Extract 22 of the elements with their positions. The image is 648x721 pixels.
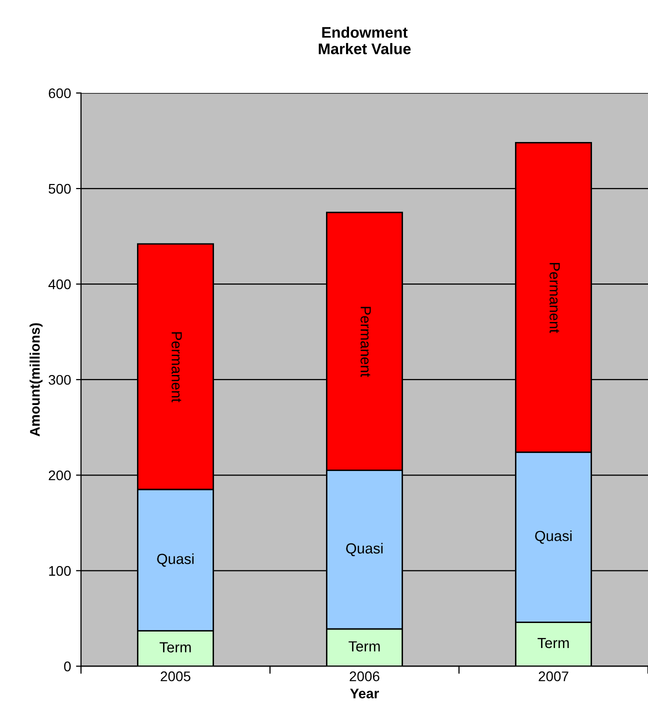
x-tick-label: 2006 <box>350 671 380 682</box>
text: Permanent <box>172 332 182 402</box>
y-tick-label: 600 <box>48 88 71 98</box>
series-label: Permanent <box>550 262 560 334</box>
y-tick-label: 100 <box>49 566 71 576</box>
text: Term <box>538 638 569 648</box>
y-tick-label: 200 <box>48 470 71 480</box>
chart-title: Endowment Market Value <box>318 26 411 54</box>
series-label: Quasi <box>535 530 572 544</box>
x-tick-label: 2007 <box>538 671 568 682</box>
text: Permanent <box>360 306 371 377</box>
y-tick-label: 500 <box>48 184 71 194</box>
x-axis-title: Year <box>350 688 379 698</box>
y-tick-label: 400 <box>48 279 71 290</box>
y-tick-label: 0 <box>64 662 71 672</box>
text: Quasi <box>346 542 383 556</box>
y-tick-label: 300 <box>48 374 71 385</box>
y-axis-title: Amount(millions) <box>30 323 43 436</box>
text: Term <box>348 641 380 652</box>
x-tick-label: 2005 <box>160 671 190 682</box>
series-label: Term <box>160 642 191 652</box>
text: Quasi <box>157 553 194 567</box>
